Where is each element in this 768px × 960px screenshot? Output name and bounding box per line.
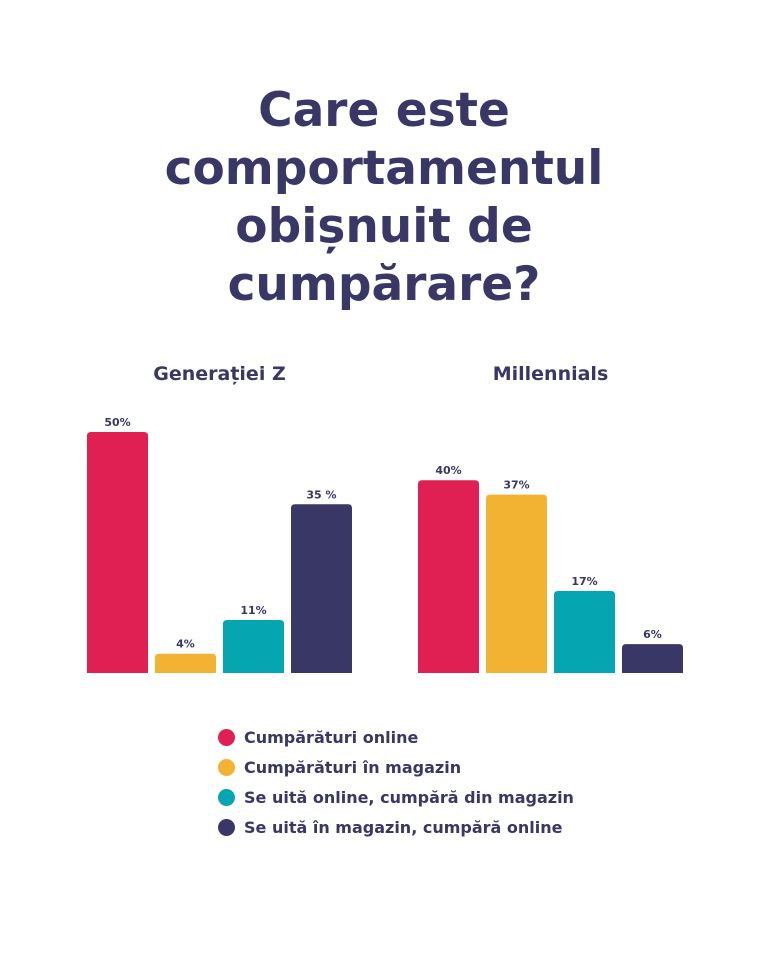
legend-swatch (218, 758, 235, 776)
legend-swatch (218, 818, 235, 836)
grouped-bar-chart: Generației Z 50% 4% 11% 35 % Millennials 40% 37… (87, 363, 683, 673)
bar (486, 494, 547, 673)
bar (155, 653, 216, 673)
bar-value-label: 40% (435, 464, 461, 477)
legend-swatch (218, 728, 235, 746)
legend-label: Cumpărături în magazin (244, 757, 462, 777)
bar-value-label: 37% (503, 479, 529, 492)
bar-value-label: 4% (176, 638, 195, 651)
bar (223, 619, 284, 673)
title-line: obișnuit de (235, 199, 533, 254)
legend-item: Cumpărături în magazin (218, 752, 574, 782)
bar (291, 504, 352, 673)
bar (622, 644, 683, 673)
bar (87, 432, 148, 673)
bar-value-label: 17% (571, 575, 597, 588)
legend-label: Se uită online, cumpără din magazin (244, 787, 574, 807)
title-line: comportamentul (164, 141, 604, 196)
chart-title: Care este comportamentul obișnuit de cum… (84, 82, 684, 314)
legend-label: Cumpărături online (244, 727, 419, 747)
bar-value-label: 6% (643, 628, 662, 641)
legend-item: Se uită în magazin, cumpără online (218, 812, 574, 842)
bar (554, 591, 615, 673)
legend-item: Se uită online, cumpără din magazin (218, 782, 574, 812)
legend-swatch (218, 788, 235, 806)
bar-value-label: 50% (104, 416, 130, 429)
title-line: cumpărare? (227, 257, 541, 312)
bar-value-label: 11% (240, 604, 266, 617)
group-label: Generației Z (153, 363, 285, 385)
bar (418, 480, 479, 673)
legend-label: Se uită în magazin, cumpără online (244, 817, 563, 837)
chart-legend: Cumpărături online Cumpărături în magazi… (218, 722, 574, 842)
legend-item: Cumpărături online (218, 722, 574, 752)
title-line: Care este (258, 83, 510, 138)
group-label: Millennials (493, 363, 609, 385)
bar-value-label: 35 % (306, 488, 336, 501)
